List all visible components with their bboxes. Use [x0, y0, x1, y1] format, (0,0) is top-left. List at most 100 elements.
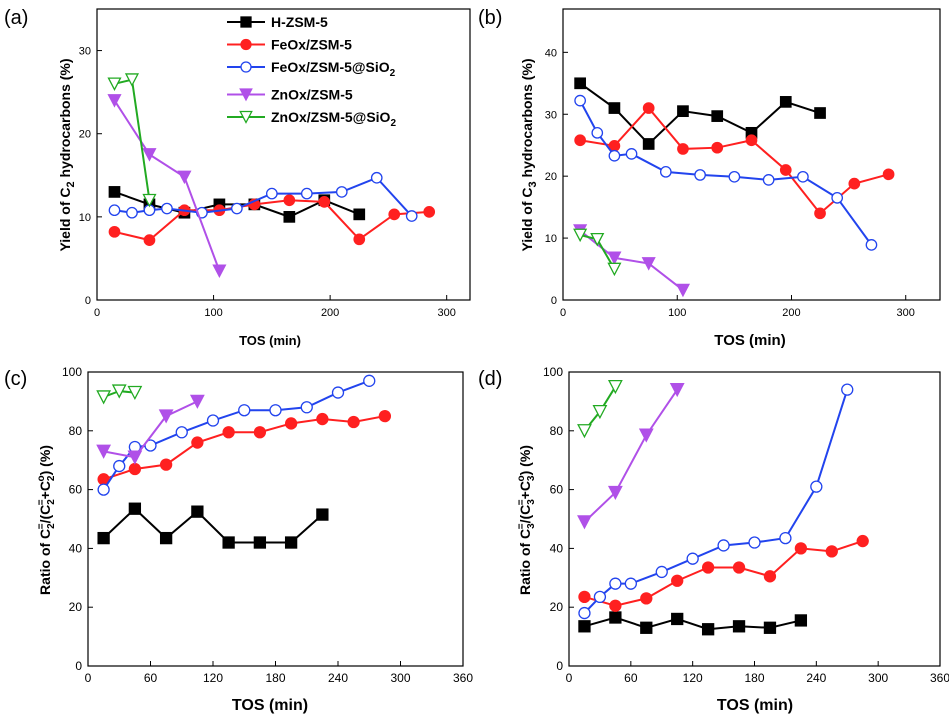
data-point — [640, 621, 653, 634]
y-tick-label: 40 — [550, 541, 564, 555]
ylabel-part: ) (%) — [517, 445, 533, 475]
data-point — [331, 386, 345, 399]
x-tick-label: 360 — [453, 671, 473, 685]
x-tick-label: 60 — [624, 671, 638, 685]
data-point — [701, 623, 715, 636]
data-point — [641, 257, 656, 271]
ratio-ylabel-text: Ratio of C3=/(C3=+C3o) (%) — [516, 445, 537, 595]
data-point — [353, 233, 366, 246]
ylabel-part: = — [36, 523, 47, 529]
data-point — [745, 134, 758, 147]
data-point — [763, 621, 777, 634]
data-point — [238, 404, 251, 417]
data-point — [608, 149, 621, 162]
panel-d-xlabel: TOS (min) — [717, 697, 793, 714]
data-point — [124, 73, 140, 87]
series-line — [102, 379, 370, 491]
y-tick-label: 60 — [69, 483, 83, 497]
data-point — [642, 102, 655, 114]
panel-a-ylabel-pre: Yield of C — [57, 187, 73, 251]
data-point — [212, 264, 227, 279]
series-znox-zsm-5 — [107, 94, 227, 279]
series-feox-zsm-5-sio2 — [574, 94, 878, 251]
data-point — [108, 186, 121, 198]
data-point — [269, 404, 282, 417]
data-point — [779, 164, 792, 176]
data-point — [609, 611, 622, 624]
y-tick-label: 10 — [79, 212, 91, 224]
y-tick-label: 60 — [550, 483, 564, 497]
data-point — [732, 561, 746, 574]
ylabel-part: 2 — [46, 523, 57, 529]
panel-c: (c) 0 60 120 180 240 300 360 0 20 40 60 80 100 TOS (… — [4, 365, 473, 714]
data-point — [593, 590, 607, 604]
data-point — [671, 574, 684, 587]
x-tick-label: 360 — [930, 671, 949, 685]
series-line — [114, 78, 151, 201]
data-point — [607, 251, 622, 266]
data-point — [253, 536, 267, 549]
y-tick-label: 0 — [551, 295, 557, 307]
data-point — [423, 206, 436, 218]
data-point — [686, 552, 699, 565]
ylabel-part: 3 — [526, 475, 537, 481]
data-point — [107, 94, 122, 108]
ylabel-part: o — [36, 475, 47, 481]
x-tick-label: 0 — [560, 307, 566, 319]
data-point — [609, 599, 622, 612]
data-point — [642, 138, 655, 150]
data-point — [283, 194, 296, 207]
ylabel-part: 3 — [526, 499, 537, 505]
data-point — [142, 193, 157, 208]
legend-label-base: ZnOx/ZSM-5 — [271, 87, 353, 103]
panel-b-ylabel-sub: 3 — [527, 181, 539, 187]
legend-label-base: H-ZSM-5 — [271, 14, 328, 30]
ylabel-part: +C — [517, 481, 533, 499]
ylabel-part: = — [36, 499, 47, 505]
panel-d: (d) 0 60 120 180 240 300 360 0 20 40 60 80 100 TOS (… — [478, 365, 949, 714]
panel-d-frame — [568, 371, 941, 667]
panel-d-ticks: 0 60 120 180 240 300 360 0 20 40 60 80 100 — [543, 365, 949, 685]
data-point — [814, 107, 826, 119]
legend: H-ZSM-5FeOx/ZSM-5FeOx/ZSM-5@SiO2ZnOx/ZSM… — [227, 14, 396, 129]
data-point — [363, 374, 376, 387]
data-point — [694, 169, 706, 181]
panel-a-ticks: 0 100 200 300 0 10 20 30 — [79, 46, 456, 319]
x-tick-label: 240 — [806, 671, 826, 685]
y-tick-label: 80 — [550, 424, 564, 438]
data-point — [284, 417, 298, 430]
panel-a-plot: 0 100 200 300 0 10 20 30 — [79, 46, 456, 319]
series-h-zsm-5 — [574, 77, 826, 150]
data-point — [128, 462, 142, 476]
series-znox-zsm-5 — [96, 394, 205, 465]
panel-d-ylabel: Ratio of C3=/(C3=+C3o) (%) — [516, 445, 537, 595]
data-point — [669, 382, 685, 398]
series-feox-zsm-5 — [97, 409, 392, 486]
data-point — [882, 168, 895, 181]
data-point — [638, 428, 654, 443]
data-point — [347, 415, 360, 429]
data-point — [659, 165, 672, 178]
data-point — [841, 383, 854, 396]
data-point — [794, 542, 808, 555]
series-feox-zsm-5 — [574, 102, 895, 220]
legend-entry-znox-zsm-5-sio2: ZnOx/ZSM-5@SiO2 — [227, 109, 396, 129]
series-znox-zsm-5-sio2 — [573, 228, 622, 277]
panel-c-ylabel: Ratio of C2=/(C2=+C2o) (%) — [36, 445, 57, 595]
legend-entry-feox-zsm-5: FeOx/ZSM-5 — [227, 37, 352, 53]
legend-marker — [240, 16, 252, 28]
series-znox-zsm-5-sio2 — [96, 384, 143, 405]
data-point — [405, 210, 418, 222]
y-tick-label: 80 — [69, 424, 83, 438]
data-point — [231, 202, 243, 215]
y-tick-label: 10 — [545, 233, 557, 245]
data-point — [797, 170, 809, 183]
data-point — [113, 459, 126, 473]
series-line — [583, 389, 849, 614]
ylabel-part: +C — [37, 481, 53, 499]
x-tick-label: 100 — [668, 307, 686, 319]
series-znox-zsm-5 — [577, 382, 685, 530]
data-point — [607, 262, 622, 277]
data-point — [856, 534, 869, 548]
legend-label-sub: 2 — [390, 118, 396, 129]
